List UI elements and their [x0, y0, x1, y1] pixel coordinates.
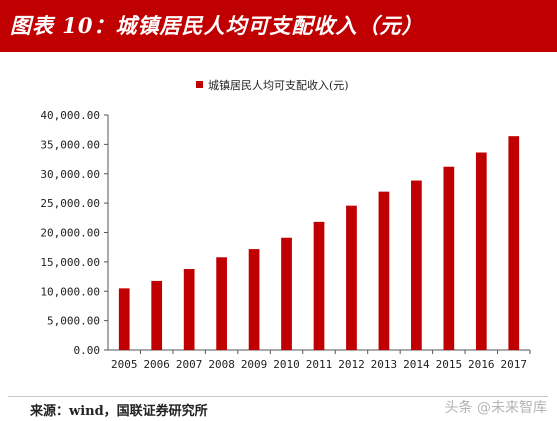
x-tick-label: 2013 — [371, 358, 398, 371]
bar — [118, 288, 130, 350]
x-tick-label: 2008 — [208, 358, 235, 371]
y-tick-label: 15,000.00 — [40, 256, 100, 269]
bar-chart: 0.00 5,000.00 10,000.00 15,000.00 20,000.00 2… — [40, 78, 531, 371]
figure-title: 图表 10：城镇居民人均可支配收入（元） — [10, 13, 424, 38]
bar — [151, 280, 163, 350]
x-tick-label: 2006 — [143, 358, 170, 371]
source-note: 来源：wind，国联证券研究所 — [30, 404, 208, 419]
x-tick-label: 2015 — [436, 358, 463, 371]
y-tick-label: 35,000.00 — [40, 138, 100, 151]
bar — [313, 221, 325, 350]
bar — [248, 249, 260, 350]
y-tick-label: 0.00 — [74, 344, 101, 357]
x-tick-label: 2009 — [241, 358, 268, 371]
bar — [346, 205, 357, 350]
x-tick-label: 2012 — [338, 358, 365, 371]
watermark-text: 头条 @未来智库 — [444, 400, 547, 416]
y-tick-label: 20,000.00 — [40, 227, 100, 240]
legend-swatch — [196, 81, 203, 88]
y-tick-label: 10,000.00 — [40, 285, 100, 298]
x-tick-label: 2016 — [468, 358, 495, 371]
y-tick-label: 40,000.00 — [40, 109, 100, 122]
bar — [443, 166, 455, 350]
y-tick-label: 30,000.00 — [40, 168, 100, 181]
y-tick-label: 5,000.00 — [47, 315, 100, 328]
bar — [216, 257, 227, 350]
bar — [475, 152, 487, 350]
legend-label: 城镇居民人均可支配收入(元) — [208, 78, 349, 92]
bar — [183, 269, 195, 350]
bar — [281, 237, 292, 350]
x-tick-label: 2010 — [273, 358, 300, 371]
x-tick-label: 2007 — [176, 358, 203, 371]
x-tick-label: 2014 — [403, 358, 430, 371]
x-tick-label: 2017 — [501, 358, 528, 371]
bar — [411, 180, 422, 350]
divider — [8, 396, 548, 397]
x-tick-label: 2011 — [306, 358, 333, 371]
y-tick-label: 25,000.00 — [40, 197, 100, 210]
bar — [508, 136, 520, 350]
bar — [378, 191, 390, 350]
x-tick-label: 2005 — [111, 358, 138, 371]
header-banner: 图表 10：城镇居民人均可支配收入（元） — [0, 0, 557, 52]
